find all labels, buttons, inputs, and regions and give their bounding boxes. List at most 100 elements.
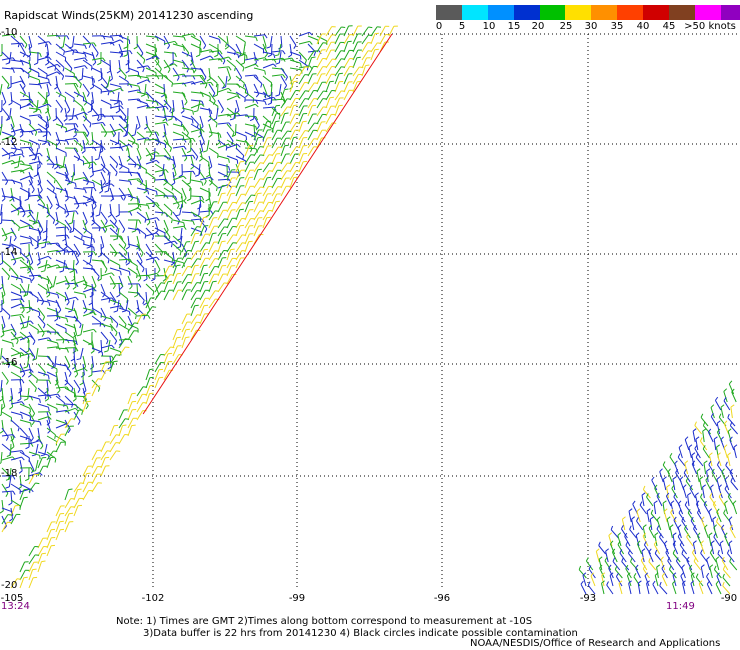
wind-barb-flag — [212, 100, 216, 105]
wind-barb-flag — [599, 564, 603, 569]
wind-barb — [0, 203, 3, 215]
wind-barb-flag — [679, 541, 683, 546]
wind-barb — [100, 315, 112, 320]
wind-barb-flag — [71, 387, 74, 392]
wind-barb — [316, 35, 328, 42]
wind-barb — [109, 434, 117, 445]
wind-barb — [298, 51, 307, 61]
wind-barb — [145, 179, 148, 192]
wind-barb — [46, 179, 55, 189]
wind-barb — [55, 187, 67, 192]
wind-barb-flag — [44, 395, 47, 400]
wind-barb-flag — [33, 110, 38, 113]
wind-barb-flag — [633, 573, 637, 578]
wind-barb-flag — [183, 200, 187, 204]
wind-barb-flag — [84, 57, 88, 62]
wind-barb-flag — [249, 118, 254, 122]
wind-barb — [713, 439, 717, 451]
wind-barb — [82, 287, 94, 293]
wind-barb — [109, 354, 117, 365]
wind-barb — [244, 186, 251, 197]
wind-barb — [10, 298, 22, 301]
wind-barb-flag — [48, 330, 52, 335]
wind-barb-flag — [183, 126, 185, 131]
wind-barb — [334, 97, 341, 109]
wind-barb-flag — [89, 174, 94, 178]
wind-barb-flag — [86, 400, 91, 403]
wind-barb — [73, 99, 83, 108]
wind-barb — [154, 211, 166, 214]
wind-barb — [716, 423, 721, 435]
wind-barb — [100, 361, 112, 365]
wind-barb-flag — [192, 75, 196, 80]
wind-barb-flag — [156, 191, 158, 196]
wind-barb — [91, 315, 102, 324]
wind-barb — [73, 75, 82, 85]
wind-barb-flag — [52, 187, 55, 192]
wind-barb-flag — [670, 500, 675, 504]
wind-barb-flag — [714, 396, 719, 401]
wind-barb — [244, 233, 250, 245]
wind-barb-flag — [716, 461, 720, 466]
wind-barb-flag — [170, 346, 175, 349]
wind-barb — [636, 511, 641, 523]
wind-barb — [334, 26, 342, 37]
wind-barb-flag — [722, 573, 725, 578]
wind-barb-flag — [195, 174, 200, 177]
wind-barb — [262, 210, 270, 221]
wind-barb — [163, 187, 174, 195]
wind-barb-flag — [116, 294, 121, 298]
wind-barb-flag — [92, 311, 97, 316]
wind-barb — [307, 122, 315, 133]
wind-barb — [91, 473, 98, 485]
wind-barb — [226, 143, 238, 149]
wind-barb — [665, 552, 672, 563]
wind-barb — [253, 91, 265, 95]
wind-barb-flag — [687, 492, 692, 496]
wind-barb — [370, 49, 376, 61]
wind-barb — [10, 283, 21, 290]
wind-barb — [127, 67, 139, 73]
wind-barb — [145, 51, 157, 57]
wind-barb — [172, 243, 182, 252]
wind-barb — [64, 489, 69, 501]
wind-barb — [144, 83, 147, 95]
wind-barb-flag — [30, 146, 34, 151]
wind-barb-flag — [5, 246, 10, 249]
wind-barb — [172, 200, 184, 205]
wind-barb — [10, 275, 22, 280]
wind-barb — [55, 280, 67, 285]
wind-barb — [190, 322, 197, 333]
wind-barb-flag — [641, 492, 646, 496]
wind-barb — [379, 26, 386, 37]
wind-barb — [649, 519, 653, 531]
wind-barb — [55, 91, 66, 98]
wind-barb — [253, 83, 260, 95]
wind-barb — [636, 520, 644, 531]
wind-barb — [667, 560, 675, 571]
wind-barb-flag — [186, 198, 191, 202]
wind-barb — [713, 527, 718, 539]
wind-barb-flag — [14, 166, 19, 169]
wind-barb-flag — [30, 98, 34, 103]
wind-barb-flag — [176, 264, 181, 267]
wind-barb — [677, 456, 686, 467]
wind-barb-flag — [66, 301, 70, 306]
wind-barb — [733, 447, 737, 459]
wind-barb — [53, 275, 57, 287]
wind-barb — [706, 583, 713, 595]
wind-barb-flag — [717, 428, 721, 433]
wind-barb — [262, 96, 274, 101]
wind-barb — [316, 49, 323, 61]
wind-barb — [127, 409, 133, 421]
wind-barb — [71, 211, 75, 223]
wind-barb — [181, 147, 188, 159]
wind-barb — [37, 203, 49, 210]
wind-barb — [710, 407, 715, 419]
wind-barb-flag — [150, 158, 155, 162]
wind-barb — [19, 163, 31, 167]
wind-barb — [672, 575, 677, 587]
wind-barb — [646, 496, 654, 507]
wind-barb — [670, 503, 675, 515]
wind-barb-flag — [0, 310, 3, 313]
